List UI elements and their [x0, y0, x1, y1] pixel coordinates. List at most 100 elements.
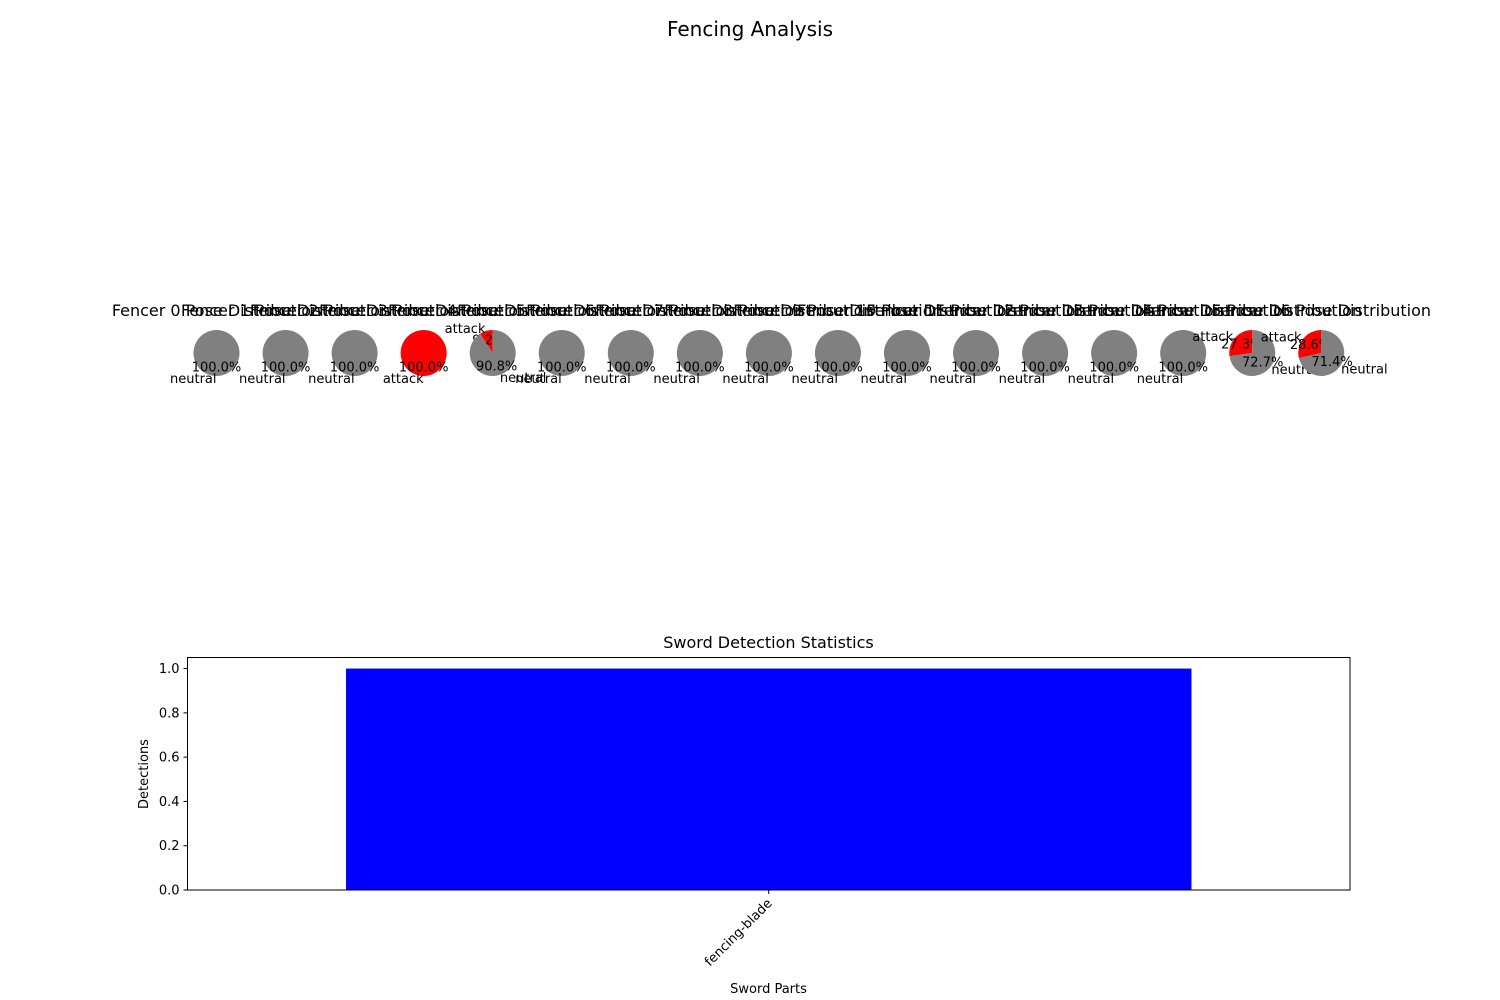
- pie-slice-label: attack: [445, 322, 486, 337]
- pie-slice-label: neutral: [722, 372, 769, 387]
- pie-slice-neutral: [884, 330, 930, 376]
- pie-title: Fencer 16 Pose Distribution: [1212, 301, 1432, 320]
- pie-slice-label: neutral: [584, 372, 631, 387]
- pie-title: Fencer 2 Pose Distribution: [250, 301, 459, 320]
- pie-slice-percent: 100.0%: [1020, 360, 1070, 375]
- pie-title: Fencer 3 Pose Distribution: [319, 301, 528, 320]
- pie-slice-neutral: [1091, 330, 1138, 376]
- pie-title: Fencer 14 Pose Distribution: [1073, 301, 1293, 320]
- pie-slice-percent: 100.0%: [1158, 360, 1208, 375]
- pie-chart-fencer-15: Fencer 15 Pose Distributionattack27.3%ne…: [1142, 301, 1362, 378]
- pie-slice-label: neutral: [308, 372, 355, 387]
- pie-slice-neutral: [1229, 330, 1276, 376]
- pie-slice-percent: 100.0%: [399, 360, 449, 375]
- pie-slice-attack: [1298, 330, 1322, 359]
- pie-chart-fencer-4: Fencer 4 Pose Distributionattack9.2%neut…: [388, 301, 597, 386]
- pie-slice-label: attack: [1192, 330, 1233, 345]
- pie-slice-attack: [1229, 330, 1253, 357]
- pie-slice-percent: 27.3%: [1221, 337, 1262, 352]
- pie-slice-percent: 28.6%: [1290, 338, 1331, 353]
- pie-slice-percent: 90.8%: [476, 360, 517, 375]
- y-tick-label: 0.8: [159, 706, 180, 721]
- pie-slice-label: neutral: [791, 372, 838, 387]
- pie-slice-percent: 100.0%: [744, 360, 794, 375]
- pie-slice-percent: 100.0%: [606, 360, 656, 375]
- pie-slice-percent: 100.0%: [951, 360, 1001, 375]
- y-tick-label: 0.2: [159, 839, 180, 854]
- y-tick-label: 0.0: [159, 884, 180, 899]
- pie-title: Fencer 1 Pose Distribution: [181, 301, 390, 320]
- pie-slice-neutral: [676, 330, 723, 376]
- pie-slice-attack: [480, 330, 493, 353]
- pie-title: Fencer 7 Pose Distribution: [595, 301, 804, 320]
- y-tick-label: 0.6: [159, 751, 180, 766]
- pie-title: Fencer 12 Pose Distribution: [935, 301, 1155, 320]
- pie-title: Fencer 5 Pose Distribution: [457, 301, 666, 320]
- pie-slice-neutral: [262, 330, 309, 376]
- bar-fencing-blade: [346, 668, 1192, 890]
- pie-slice-percent: 100.0%: [813, 360, 863, 375]
- pie-slice-neutral: [607, 330, 654, 376]
- pie-title: Fencer 8 Pose Distribution: [664, 301, 873, 320]
- pie-slice-neutral: [331, 330, 378, 376]
- pie-slice-neutral: [193, 330, 240, 376]
- pie-slice-neutral: [469, 330, 516, 376]
- figure-title: Fencing Analysis: [667, 17, 833, 41]
- pie-slice-percent: 72.7%: [1242, 356, 1283, 371]
- pie-slice-neutral: [538, 330, 585, 376]
- pie-chart-row: Fencer 0 Pose Distributionneutral100.0%F…: [112, 301, 1431, 387]
- pie-slice-percent: 100.0%: [330, 360, 380, 375]
- pie-slice-label: neutral: [653, 372, 700, 387]
- pie-title: Fencer 6 Pose Distribution: [526, 301, 735, 320]
- pie-title: Fencer 15 Pose Distribution: [1142, 301, 1362, 320]
- pie-slice-label: attack: [1261, 331, 1302, 346]
- y-tick-label: 1.0: [159, 662, 180, 677]
- pie-slice-label: neutral: [239, 372, 286, 387]
- pie-slice-neutral: [1160, 330, 1207, 376]
- pie-slice-label: neutral: [1068, 372, 1115, 387]
- pie-slice-percent: 100.0%: [192, 360, 242, 375]
- pie-slice-label: neutral: [500, 371, 547, 386]
- bar-chart-title: Sword Detection Statistics: [663, 633, 874, 652]
- y-axis-label: Detections: [137, 739, 152, 809]
- x-axis-label: Sword Parts: [730, 982, 807, 997]
- pie-slice-label: neutral: [170, 372, 217, 387]
- y-tick-label: 0.4: [159, 795, 180, 810]
- pie-slice-neutral: [1022, 330, 1069, 376]
- pie-slice-label: neutral: [1137, 372, 1184, 387]
- pie-slice-percent: 100.0%: [261, 360, 311, 375]
- pie-slice-label: neutral: [930, 372, 977, 387]
- pie-slice-label: neutral: [999, 372, 1046, 387]
- bar-plot-frame: [187, 657, 1351, 891]
- pie-title: Fencer 10 Pose Distribution: [797, 301, 1017, 320]
- pie-slice-neutral: [814, 330, 861, 376]
- pie-title: Fencer 13 Pose Distribution: [1004, 301, 1224, 320]
- pie-title: Fencer 4 Pose Distribution: [388, 301, 597, 320]
- pie-title: Fencer 11 Pose Distribution: [866, 301, 1086, 320]
- pie-slice-percent: 100.0%: [675, 360, 725, 375]
- pie-slice-percent: 71.4%: [1311, 355, 1352, 370]
- pie-slice-neutral: [953, 330, 1000, 376]
- pie-slice-label: neutral: [861, 372, 908, 387]
- pie-title: Fencer 0 Pose Distribution: [112, 301, 321, 320]
- pie-slice-percent: 100.0%: [1089, 360, 1139, 375]
- pie-slice-neutral: [1298, 330, 1345, 376]
- pie-slice-label: attack: [383, 372, 424, 387]
- pie-slice-label: neutral: [515, 372, 562, 387]
